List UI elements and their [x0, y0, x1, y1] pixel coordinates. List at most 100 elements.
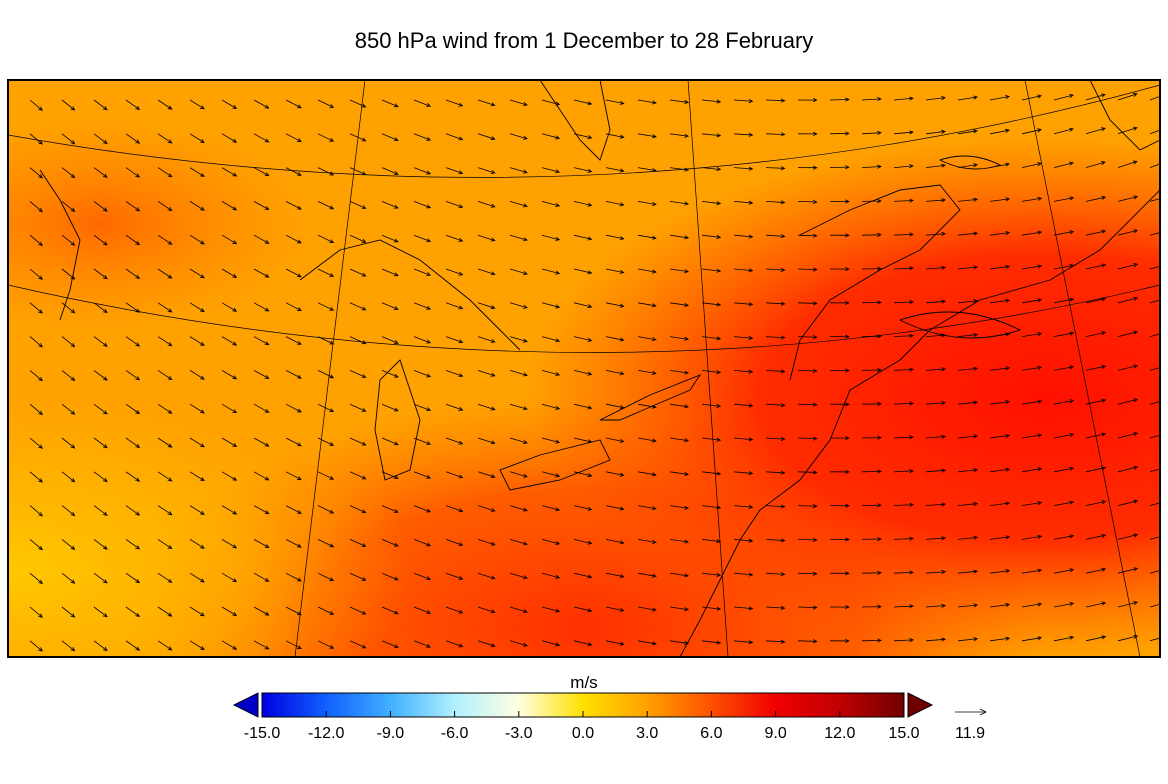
wind-vector: [509, 539, 528, 546]
wind-vector: [669, 403, 690, 409]
wind-vector: [701, 640, 722, 645]
wind-vector: [61, 471, 76, 483]
wind-vector: [1085, 263, 1107, 270]
wind-vector: [445, 99, 464, 107]
wind-vector: [477, 370, 496, 377]
wind-vector: [29, 201, 43, 213]
wind-vector: [413, 234, 432, 243]
wind-vector: [957, 299, 979, 304]
wind-vector: [317, 302, 335, 311]
wind-vector: [605, 370, 625, 376]
wind-vector: [765, 267, 786, 273]
wind-vector: [765, 369, 786, 374]
wind-vector: [29, 505, 43, 517]
wind-vector: [349, 505, 367, 514]
wind-vector: [1021, 196, 1043, 202]
wind-vector: [1021, 433, 1043, 439]
wind-vector: [1117, 160, 1138, 168]
wind-vector: [1085, 93, 1106, 101]
wind-vector: [61, 539, 76, 550]
wind-vector: [957, 434, 979, 439]
coastline: [39, 80, 1160, 657]
wind-vector: [701, 437, 722, 442]
wind-vector: [669, 201, 690, 206]
wind-vector: [573, 167, 593, 173]
wind-vector: [61, 336, 76, 348]
wind-vector: [1053, 127, 1074, 135]
wind-vector: [925, 434, 947, 439]
wind-vector: [381, 99, 399, 108]
wind-vector: [509, 606, 528, 613]
colorbar-tick-label: -3.0: [505, 725, 533, 742]
wind-vector: [413, 403, 432, 412]
wind-vector: [1053, 466, 1075, 473]
wind-vector: [221, 133, 238, 143]
wind-vector: [669, 167, 690, 172]
wind-vector: [573, 234, 593, 241]
wind-vector: [349, 572, 367, 581]
wind-vector: [861, 570, 882, 575]
wind-vector: [93, 471, 108, 483]
wind-vector: [605, 471, 625, 477]
wind-vector: [733, 572, 754, 577]
wind-vector: [93, 539, 108, 550]
wind-vector: [125, 640, 141, 651]
wind-vector: [93, 572, 108, 584]
wind-vector: [125, 403, 141, 415]
wind-vector: [29, 99, 43, 111]
wind-vector: [893, 333, 915, 338]
wind-vector: [125, 167, 141, 178]
wind-vector: [509, 234, 528, 242]
wind-vector: [445, 403, 464, 411]
wind-vector: [189, 539, 205, 549]
wind-vector: [445, 133, 464, 141]
wind-vector: [989, 298, 1011, 304]
wind-vector: [829, 605, 850, 610]
wind-vector: [765, 166, 786, 171]
wind-vector: [93, 640, 108, 652]
wind-vector: [157, 572, 173, 583]
wind-vector: [381, 167, 399, 175]
wind-vector: [189, 99, 205, 110]
wind-vector: [125, 99, 141, 110]
wind-vector: [861, 334, 882, 339]
wind-vector: [797, 605, 818, 610]
wind-vector: [765, 234, 786, 239]
wind-vector: [797, 335, 818, 340]
wind-vector: [541, 268, 561, 275]
wind-vector: [829, 267, 850, 272]
wind-vector: [413, 370, 432, 378]
wind-vector: [1117, 398, 1139, 405]
wind-vector: [29, 167, 43, 179]
wind-vector: [285, 640, 302, 649]
wind-vector: [349, 234, 367, 243]
wind-vector: [829, 165, 850, 170]
wind-vector: [349, 606, 367, 615]
wind-vector: [477, 99, 496, 107]
wind-vector: [605, 167, 625, 173]
wind-vector: [765, 98, 786, 103]
wind-vector: [29, 606, 43, 618]
wind-vector: [157, 606, 173, 617]
wind-vector: [733, 335, 754, 341]
wind-vector: [509, 201, 528, 208]
wind-vector: [669, 234, 690, 240]
wind-vector: [669, 471, 690, 476]
wind-vector: [637, 539, 657, 544]
wind-vector: [925, 231, 947, 237]
wind-vector: [221, 268, 238, 278]
wind-vector: [957, 129, 979, 135]
wind-vector: [541, 234, 561, 241]
wind-vector: [701, 539, 722, 544]
wind-vector: [445, 336, 464, 344]
wind-vector: [317, 539, 335, 548]
wind-vector: [765, 335, 786, 340]
wind-vector: [765, 403, 786, 408]
wind-vector: [445, 302, 464, 310]
wind-vector: [605, 606, 625, 612]
wind-vector: [221, 167, 238, 177]
wind-vector: [61, 606, 76, 618]
wind-vector: [733, 302, 754, 307]
wind-vector: [285, 572, 302, 582]
wind-vector: [93, 99, 108, 111]
